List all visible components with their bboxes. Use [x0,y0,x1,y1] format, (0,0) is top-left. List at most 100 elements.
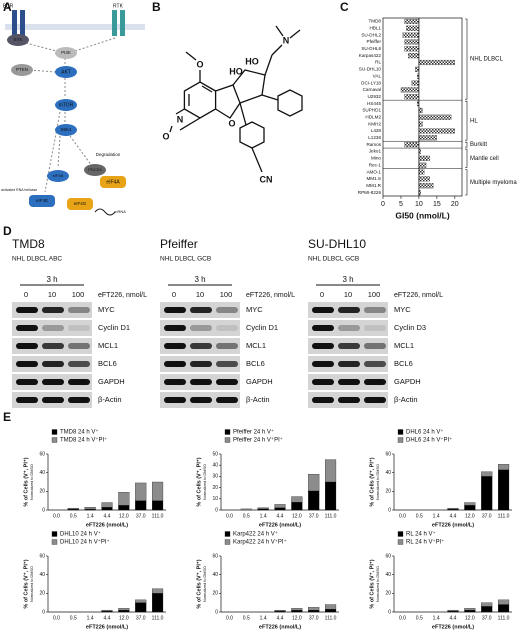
blot-strip [308,320,388,336]
dose-label: 0 [320,290,324,299]
blot-band [68,361,90,367]
y-tick-label: 20 [212,485,218,491]
y-axis-label: % of Cells (V⁺, PI⁺) [368,559,375,608]
blot-time: 3 h [46,275,57,284]
protein-label: MYC [246,305,263,314]
x-tick-label: 0.0 [226,615,233,621]
pathway-node [67,198,93,210]
chemical-structure [169,25,303,173]
panel-letter: C [340,0,349,14]
x-tick-label: 1.4 [260,513,267,519]
atom-label: HO [229,66,243,76]
bar [118,505,130,511]
bar [67,507,79,510]
legend-label: RL 24 h V⁺PI⁺ [406,539,444,546]
blot-band [68,397,90,403]
blot-band [164,379,186,385]
blot-band [190,397,212,403]
legend-label: Karp422 24 h V⁺PI⁺ [233,539,287,546]
y-tick-label: VAL [373,73,382,78]
x-tick-label: 111.0 [498,615,510,621]
pathway-node [11,64,33,76]
blot-band [68,307,90,313]
bar [118,492,130,506]
legend-swatch [51,539,58,545]
x-tick-label: 0.0 [399,513,406,519]
blot-band [338,379,360,385]
bar [447,609,459,612]
bar [135,602,147,613]
x-tick-label: 0.5 [243,513,250,519]
x-tick-label: 4.4 [104,615,111,621]
legend-label: RL 24 h V⁺ [406,531,436,538]
y-tick-label: U2932 [367,94,381,99]
legend-label: DHL10 24 h V⁺PI⁺ [60,539,110,546]
y-tick-label: MM1.R [366,183,381,188]
bar [152,588,164,594]
group-label: Multiple myeloma [470,180,517,186]
x-tick-label: 0.0 [53,615,60,621]
y-axis-label: % of Cells (V⁺, PI⁺) [195,457,202,506]
bar [257,507,269,510]
y-tick-label: SU-DHL6 [361,46,381,51]
blot-band [190,379,212,385]
pathway-node [100,176,126,188]
x-tick-label: 37.0 [482,615,492,621]
y-tick-label: AMO-1 [366,169,381,174]
blot-band [216,307,238,313]
dose-label: 0 [24,290,28,299]
x-tick-label: 111.0 [325,513,337,519]
legend-swatch [397,531,404,537]
y-tick-label: 0 [215,609,218,615]
y-axis-note: Normalized to DMSO [376,464,380,500]
x-axis-label: eFT226 (nmol/L) [86,624,128,630]
legend-swatch [397,437,404,443]
blot-band [164,307,186,313]
x-tick-label: 0.5 [70,513,77,519]
bar [464,502,476,506]
y-axis-note: Normalized to DMSO [376,566,380,602]
x-tick-label: 4.4 [104,513,111,519]
bar [308,490,320,511]
bar [257,508,269,511]
pathway-node [47,170,69,182]
pathway-label: Fully activated RNA helicase [0,188,37,192]
bar [152,593,164,613]
x-tick-label: 1.4 [87,615,94,621]
blot-band [364,325,386,331]
protein-label: GAPDH [246,377,273,386]
legend-label: DHL10 24 h V⁺ [60,531,101,538]
protein-label: MYC [394,305,411,314]
blot-band [42,307,64,313]
group-label: Mantle cell [470,156,499,162]
protein-label: MCL1 [246,341,266,350]
x-tick-label: 37.0 [309,615,319,621]
y-tick-label: 40 [385,572,391,578]
y-tick-label: 10 [212,496,218,502]
dose-label: 100 [72,290,85,299]
group-label: HL [470,118,478,124]
y-axis-note: Normalized to DMSO [203,566,207,602]
protein-label: GAPDH [394,377,421,386]
pathway-label: mRNA [114,209,126,214]
x-tick-label: 12.0 [292,615,302,621]
bar [291,496,303,503]
legend-swatch [51,531,58,537]
blot-band [216,397,238,403]
pathway-label: eIF4G [74,201,87,206]
dose-label: 100 [368,290,381,299]
bar [464,608,476,611]
blot-band [338,325,360,331]
x-tick-label: 4.4 [450,513,457,519]
bar [118,608,130,611]
bar [274,507,286,511]
y-tick-label: 0 [42,507,45,513]
blot-band [164,361,186,367]
pathway-node [55,99,77,111]
bar [325,459,337,483]
blot-band [16,325,38,331]
blot-band [216,343,238,349]
x-tick-label: 111.0 [498,513,510,519]
bar [481,602,493,607]
